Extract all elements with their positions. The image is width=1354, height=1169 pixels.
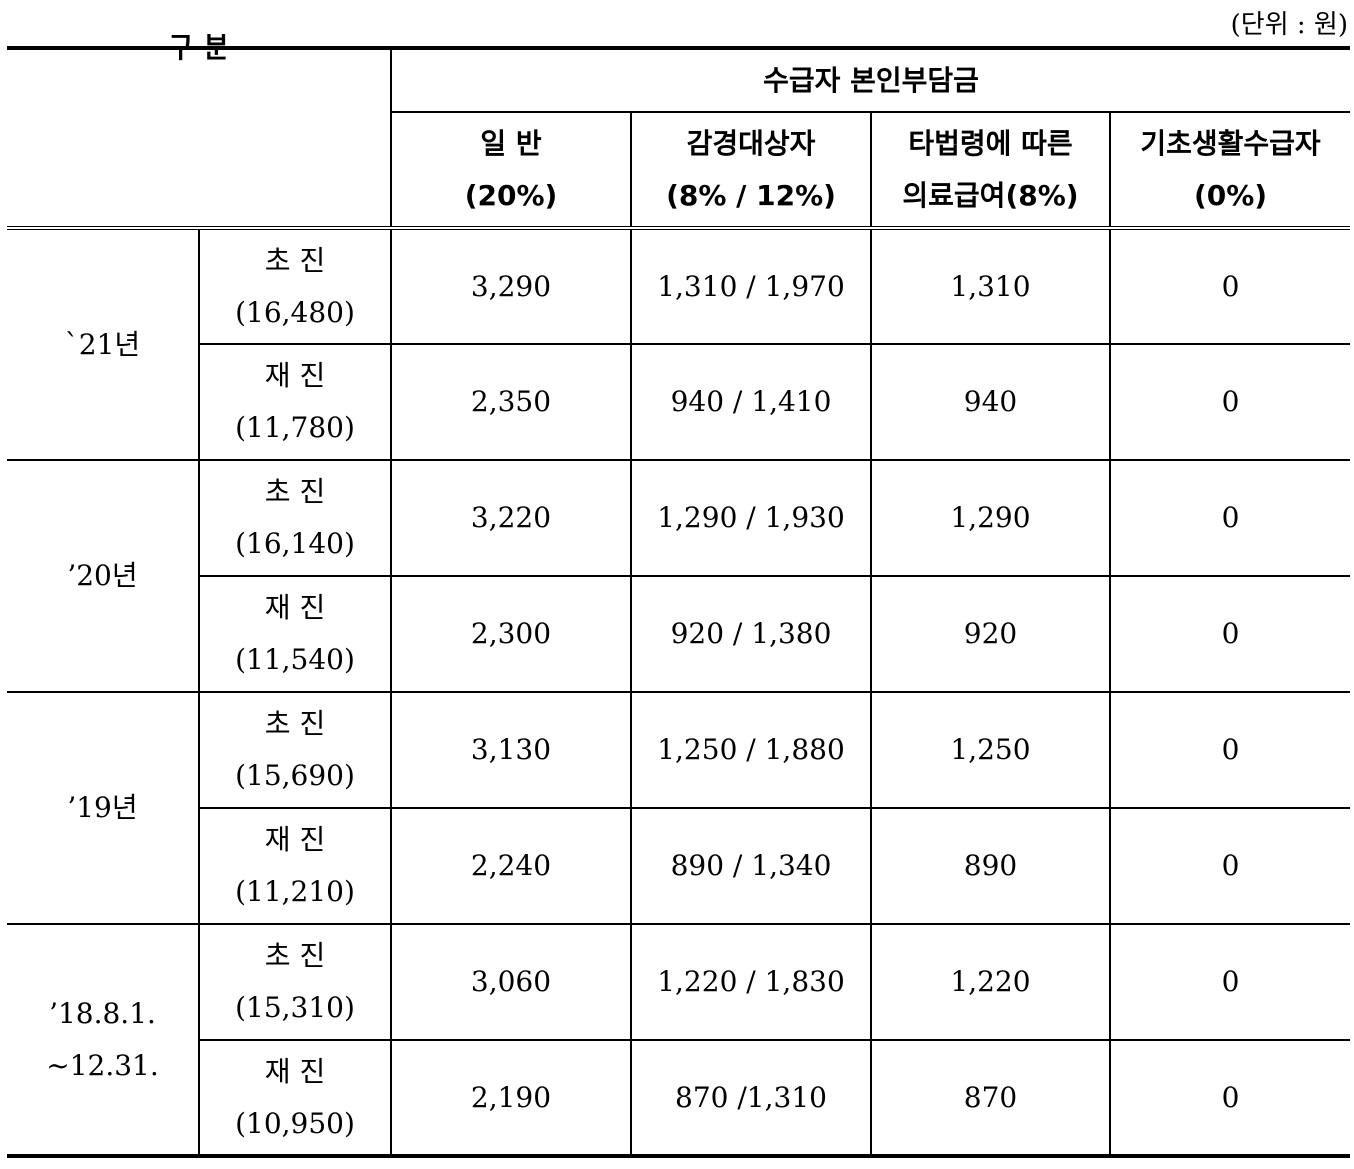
value-cell: 0	[1108, 808, 1351, 925]
unit-note: (단위 : 원)	[1230, 10, 1348, 40]
visit-type-cell: 재 진 (10,950)	[198, 1040, 392, 1158]
year-label: `21년	[7, 228, 200, 461]
table-row: ’20년 초 진 (16,140) 3,220 1,290 / 1,930 1,290 0	[7, 460, 1351, 693]
visit-total: (10,950)	[235, 1106, 355, 1140]
value-cell: 0	[1108, 460, 1351, 577]
visit-total: (15,310)	[235, 991, 355, 1024]
year-label-line: ’20년	[67, 559, 138, 592]
visit-total: (16,140)	[235, 527, 355, 560]
table-row: 재 진 (11,540) 2,300 920 / 1,380 920 0	[7, 576, 1351, 693]
visit-type: 초 진	[264, 475, 326, 508]
year-label: ’18.8.1. ~12.31.	[7, 924, 200, 1158]
table-row: 재 진 (11,210) 2,240 890 / 1,340 890 0	[7, 808, 1351, 925]
visit-type-cell: 재 진 (11,540)	[198, 576, 392, 693]
header-col-reduced: 감경대상자 (8% / 12%)	[630, 112, 872, 230]
value-cell: 1,290	[870, 460, 1111, 577]
year-label: ’20년	[7, 460, 200, 693]
visit-total: (11,540)	[235, 643, 355, 676]
year-label-line: `21년	[64, 327, 141, 361]
header-group-title: 수급자 본인부담금	[389, 46, 1351, 113]
visit-type-cell: 초 진 (16,140)	[198, 460, 392, 577]
header-gubun: 구 분	[7, 31, 392, 230]
table-row: `21년 초 진 (16,480) 3,290 1,310 / 1,970 1,310 0	[7, 228, 1351, 461]
visit-type: 재 진	[264, 591, 326, 624]
table-row: 재 진 (11,780) 2,350 940 / 1,410 940 0	[7, 344, 1351, 461]
visit-type: 초 진	[264, 707, 326, 740]
value-cell: 920 / 1,380	[630, 576, 872, 693]
visit-total: (16,480)	[235, 295, 355, 329]
value-cell: 1,220	[870, 924, 1111, 1041]
visit-type: 재 진	[264, 1054, 326, 1088]
value-cell: 890 / 1,340	[630, 808, 872, 925]
value-cell: 0	[1108, 576, 1351, 693]
value-cell: 3,060	[390, 924, 632, 1041]
year-label-line: ~12.31.	[46, 1048, 159, 1082]
visit-type: 재 진	[264, 823, 326, 856]
visit-type: 초 진	[264, 243, 326, 277]
table-row: 재 진 (10,950) 2,190 870 /1,310 870 0	[7, 1040, 1351, 1158]
value-cell: 3,130	[390, 692, 632, 809]
value-cell: 870 /1,310	[630, 1040, 872, 1158]
visit-total: (11,780)	[235, 411, 355, 444]
year-label-line: ’19년	[67, 791, 138, 824]
year-label-line: ’18.8.1.	[49, 996, 156, 1030]
value-cell: 3,220	[390, 460, 632, 577]
value-cell: 2,350	[390, 344, 632, 461]
visit-type-cell: 초 진 (15,690)	[198, 692, 392, 809]
value-cell: 1,310	[870, 228, 1111, 345]
value-cell: 2,190	[390, 1040, 632, 1158]
value-cell: 0	[1108, 344, 1351, 461]
header-col-basic-living: 기초생활수급자 (0%)	[1108, 112, 1351, 230]
value-cell: 890	[870, 808, 1111, 925]
value-cell: 2,300	[390, 576, 632, 693]
visit-total: (11,210)	[235, 875, 355, 908]
value-cell: 1,250 / 1,880	[630, 692, 872, 809]
value-cell: 0	[1108, 692, 1351, 809]
visit-type-cell: 초 진 (16,480)	[198, 228, 392, 345]
value-cell: 940	[870, 344, 1111, 461]
value-cell: 940 / 1,410	[630, 344, 872, 461]
visit-type-cell: 재 진 (11,210)	[198, 808, 392, 925]
value-cell: 1,310 / 1,970	[630, 228, 872, 345]
value-cell: 1,250	[870, 692, 1111, 809]
value-cell: 3,290	[390, 228, 632, 345]
value-cell: 2,240	[390, 808, 632, 925]
visit-type-cell: 초 진 (15,310)	[198, 924, 392, 1041]
visit-type: 재 진	[264, 359, 326, 392]
header-col-general: 일 반 (20%)	[390, 112, 632, 230]
visit-total: (15,690)	[235, 759, 355, 792]
value-cell: 870	[870, 1040, 1111, 1158]
visit-type: 초 진	[264, 939, 326, 972]
visit-type-cell: 재 진 (11,780)	[198, 344, 392, 461]
value-cell: 1,290 / 1,930	[630, 460, 872, 577]
copayment-table: 구 분 수급자 본인부담금 일 반 (20%) 감경대상자 (8% / 12%) 타…	[7, 31, 1351, 1158]
value-cell: 0	[1108, 228, 1351, 345]
value-cell: 1,220 / 1,830	[630, 924, 872, 1041]
year-label: ’19년	[7, 692, 200, 925]
value-cell: 920	[870, 576, 1111, 693]
table-row: ’19년 초 진 (15,690) 3,130 1,250 / 1,880 1,250 0	[7, 692, 1351, 925]
header-col-other-law: 타법령에 따른 의료급여(8%)	[870, 112, 1111, 230]
table-row: ’18.8.1. ~12.31. 초 진 (15,310) 3,060 1,220 / 1…	[7, 924, 1351, 1158]
value-cell: 0	[1108, 924, 1351, 1041]
value-cell: 0	[1108, 1040, 1351, 1158]
